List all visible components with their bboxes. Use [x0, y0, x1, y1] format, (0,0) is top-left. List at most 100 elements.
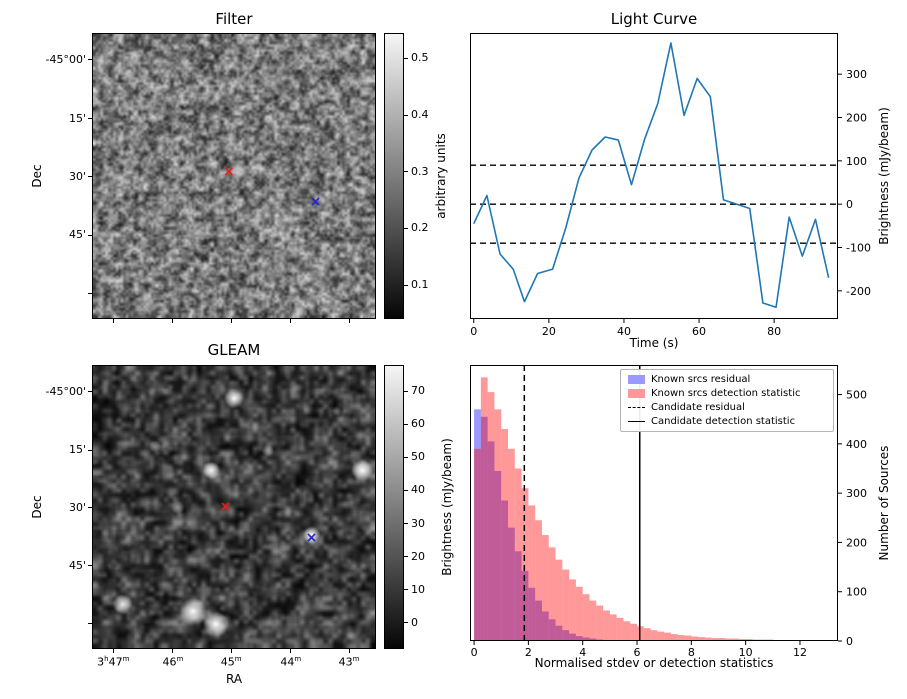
histogram-bar	[711, 638, 719, 641]
histogram-bar	[684, 635, 692, 641]
histogram-bar	[569, 633, 576, 641]
tick-mark	[404, 284, 408, 286]
tick-mark	[88, 176, 92, 178]
tick-label: 200	[846, 536, 867, 549]
histogram-bar	[535, 600, 542, 641]
tick-label: 60	[692, 325, 706, 338]
tick-label: 40	[617, 325, 631, 338]
histogram-bar	[589, 600, 597, 641]
tick-label: 30'	[68, 169, 86, 183]
tick-label: 15'	[68, 111, 86, 125]
filter-sky-image: ××	[92, 33, 376, 319]
tick-mark	[88, 59, 92, 61]
gleam-colorbar	[384, 365, 404, 649]
tick-label: 45m	[220, 655, 242, 669]
histogram-bar	[664, 632, 671, 641]
histogram-bar	[541, 535, 549, 641]
histogram-bar	[487, 441, 495, 641]
histogram-bar	[603, 610, 610, 641]
tick-mark	[112, 649, 114, 653]
legend-label: Known srcs residual	[651, 374, 751, 385]
tick-mark	[88, 234, 92, 236]
tick-label: 10	[739, 646, 753, 659]
histogram-bar	[474, 409, 481, 641]
histogram-bar	[569, 579, 576, 641]
tick-label: -45°00'	[45, 384, 87, 398]
tick-label: 45'	[68, 228, 86, 242]
tick-label: 30'	[68, 500, 86, 514]
tick-mark	[404, 489, 408, 491]
tick-mark	[404, 423, 408, 425]
histogram-bar	[501, 429, 509, 641]
tick-label: 60	[411, 417, 425, 431]
tick-label: 0.5	[411, 51, 429, 65]
tick-label: 10	[411, 582, 425, 596]
tick-mark	[404, 556, 408, 558]
tick-label: 6	[634, 646, 641, 659]
histogram-bar	[535, 520, 542, 641]
light-curve-line	[473, 42, 830, 309]
tick-label: 100	[846, 155, 867, 168]
tick-mark	[230, 649, 232, 653]
histogram-bar	[623, 621, 631, 641]
tick-label: 20	[542, 325, 556, 338]
histogram-bar	[480, 416, 488, 641]
tick-label: 70	[411, 384, 425, 398]
histogram-bar	[528, 505, 536, 641]
tick-label: 0.3	[411, 164, 429, 178]
histogram-bar	[548, 547, 556, 641]
gleam-noise-canvas	[93, 366, 375, 648]
histogram-bar	[480, 377, 488, 641]
histogram-bar	[541, 611, 549, 641]
axes-frame	[470, 365, 838, 641]
histogram-bar	[698, 637, 705, 641]
histogram-bar	[514, 551, 522, 641]
legend-item: Candidate residual	[628, 402, 826, 413]
tick-mark	[88, 565, 92, 567]
tick-mark	[404, 622, 408, 624]
tick-mark	[404, 456, 408, 458]
histogram-bar	[575, 586, 583, 641]
tick-mark	[348, 319, 350, 323]
histogram-bar	[657, 631, 665, 641]
tick-label: 46m	[162, 655, 184, 669]
tick-label: -45°00'	[45, 52, 87, 66]
light-curve-plot: 0 20 40 60 80 -200 -100 0 100 200 300	[470, 33, 871, 338]
tick-label: 50	[411, 450, 425, 464]
tick-label: 0	[846, 198, 853, 211]
tick-label: 3h47m	[97, 655, 130, 669]
tick-label: 2	[525, 646, 532, 659]
histogram-bar	[589, 638, 597, 641]
tick-label: 0.1	[411, 278, 429, 292]
filter-colorbar	[384, 33, 404, 319]
tick-label: 43m	[338, 655, 360, 669]
legend-label: Known srcs detection statistic	[651, 388, 801, 399]
histogram-bar	[643, 628, 651, 641]
histogram-bar	[609, 614, 617, 641]
histogram-bar	[582, 594, 590, 641]
histogram-bar	[562, 630, 570, 641]
tick-mark	[88, 292, 92, 294]
gleam-title: GLEAM	[207, 341, 261, 359]
tick-mark	[404, 227, 408, 229]
histogram-bar	[521, 488, 529, 641]
solid-line-swatch	[628, 421, 645, 422]
tick-label: 500	[846, 389, 867, 402]
tick-mark	[404, 523, 408, 524]
tick-label: 15'	[68, 443, 86, 457]
tick-label: 12	[793, 646, 807, 659]
histogram-bar	[494, 470, 502, 641]
light-curve-brightness-axis-label: Brightness (mJy/beam)	[877, 107, 891, 245]
tick-label: 4	[579, 646, 586, 659]
tick-label: 0	[471, 646, 478, 659]
histogram-bar	[474, 448, 481, 641]
histogram-bar	[677, 635, 685, 641]
dashed-line-swatch	[628, 407, 645, 408]
histogram-bar	[670, 634, 678, 641]
tick-mark	[230, 319, 232, 323]
tick-label: 300	[846, 68, 867, 81]
tick-label: 0	[846, 635, 853, 648]
tick-label: 0.4	[411, 108, 429, 122]
patch-swatch	[628, 389, 645, 398]
